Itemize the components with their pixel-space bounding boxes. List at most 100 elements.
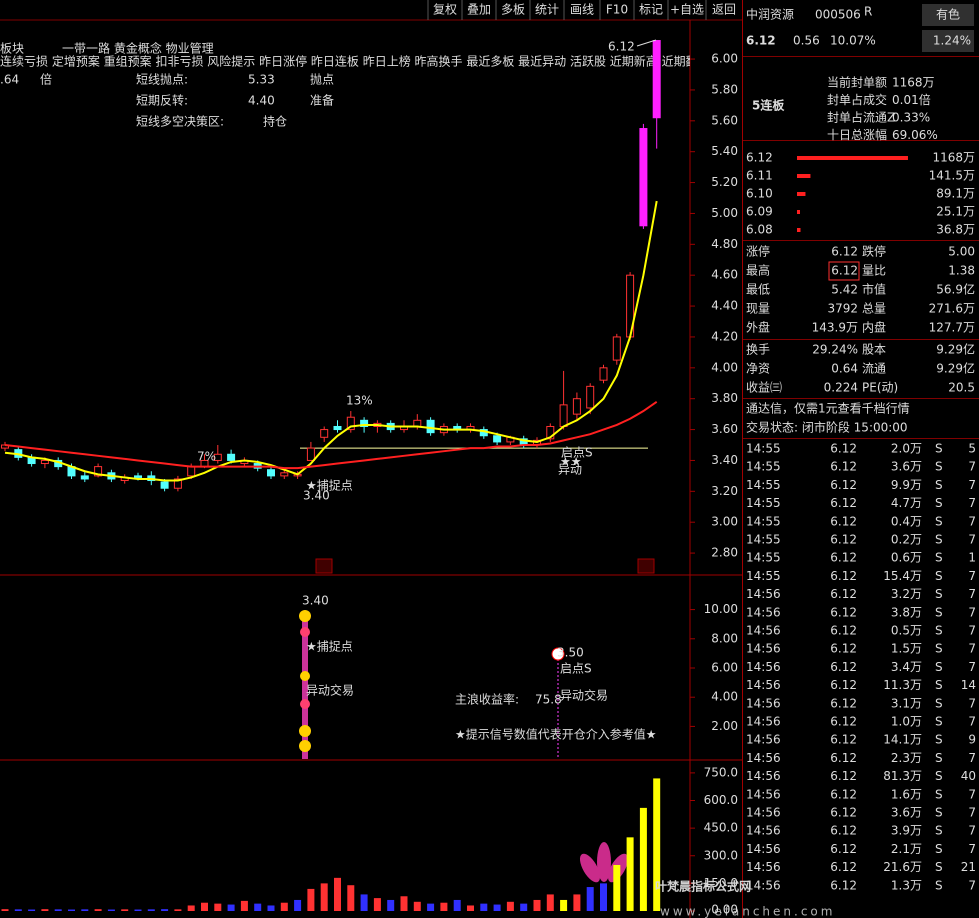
- icon: [300, 627, 310, 637]
- volume-bar: [107, 909, 115, 911]
- volume-bar: [187, 905, 195, 911]
- volume-bar: [280, 902, 288, 911]
- toolbar-button[interactable]: 多板: [501, 3, 525, 17]
- stat-label: 量比: [862, 264, 886, 278]
- y-tick-label: 5.80: [711, 82, 738, 96]
- stat-label: PE(动): [862, 381, 898, 395]
- trade-price: 6.12: [830, 769, 857, 783]
- toolbar-button[interactable]: 返回: [712, 3, 736, 17]
- stat-label: 最高: [746, 263, 770, 278]
- seal-label: 封单占流通Z: [827, 110, 895, 125]
- trade-count: 7: [968, 642, 976, 656]
- candle-body: [426, 419, 435, 434]
- volume-bar: [453, 899, 461, 911]
- y-tick-label: 600.0: [704, 793, 738, 807]
- trade-volume: 1.6万: [891, 787, 922, 801]
- candle-body: [40, 459, 49, 465]
- candle-body: [267, 469, 275, 477]
- candle-body: [227, 453, 236, 461]
- stat-value: 3792: [827, 302, 858, 316]
- toolbar-button[interactable]: 统计: [535, 3, 559, 17]
- signal-label: 短线多空决策区:: [136, 115, 224, 129]
- trade-volume: 0.6万: [891, 551, 922, 565]
- volume-bar: [653, 778, 661, 911]
- y-tick-label: 4.80: [711, 237, 738, 251]
- ratio: .64: [0, 73, 19, 87]
- trade-volume: 1.5万: [891, 642, 922, 656]
- book-volume: 25.1万: [936, 205, 975, 219]
- stat-value: 5.42: [831, 283, 858, 297]
- candle-body: [94, 466, 103, 477]
- trade-side: S: [935, 806, 943, 820]
- candle-body: [333, 425, 342, 431]
- candle-body: [213, 453, 222, 461]
- trade-count: 7: [968, 806, 976, 820]
- trade-volume: 15.4万: [883, 569, 922, 583]
- y-tick-label: 4.00: [711, 360, 738, 374]
- trade-side: S: [935, 605, 943, 619]
- candle-body: [586, 385, 595, 409]
- trade-price: 6.12: [830, 878, 857, 892]
- pct: 10.07%: [830, 34, 876, 48]
- volume-bar: [360, 894, 368, 911]
- y-tick-label: 0.00: [711, 903, 738, 917]
- concepts: 一带一路 黄金概念 物业管理: [62, 41, 214, 56]
- toolbar-button[interactable]: F10: [606, 3, 628, 17]
- stat-label: 涨停: [746, 244, 770, 259]
- y-tick-label: 4.20: [711, 329, 738, 343]
- toolbar-button[interactable]: 复权: [433, 3, 457, 17]
- volume-bar: [227, 904, 235, 911]
- y-tick-label: 750.0: [704, 765, 738, 779]
- candle-body: [306, 447, 315, 461]
- trade-price: 6.12: [830, 569, 857, 583]
- volume-bar: [600, 883, 607, 911]
- trade-side: S: [935, 587, 943, 601]
- y-tick-label: 5.40: [711, 144, 738, 158]
- candle-body: [187, 466, 196, 477]
- toolbar-button[interactable]: 叠加: [467, 3, 491, 17]
- trade-volume: 3.8万: [891, 605, 922, 619]
- volume-bar: [334, 877, 341, 911]
- trade-side: S: [935, 478, 943, 492]
- y-tick-label: 10.00: [704, 602, 738, 616]
- toolbar-button[interactable]: 画线: [570, 3, 594, 17]
- toolbar-button[interactable]: 标记: [639, 3, 663, 17]
- moving-average: [4, 400, 658, 470]
- toolbar-button[interactable]: +自选: [670, 3, 704, 17]
- seal-label: 十日总涨幅: [827, 127, 887, 142]
- stat-value: 0.64: [831, 362, 858, 376]
- trade-price: 6.12: [830, 514, 857, 528]
- volume-bar: [320, 883, 328, 911]
- trade-side: S: [935, 569, 943, 583]
- y-tick-label: 6.00: [711, 52, 738, 66]
- signal-value: 5.33: [248, 73, 275, 87]
- trade-volume: 3.1万: [891, 696, 922, 710]
- volume-bar: [520, 903, 528, 911]
- trade-side: S: [935, 460, 943, 474]
- volume-bar: [1, 909, 9, 911]
- book-price: 6.08: [746, 223, 773, 237]
- candle-body: [360, 419, 369, 427]
- volume-bar: [294, 899, 302, 911]
- stat-label: 股本: [862, 343, 886, 357]
- candle-body: [346, 416, 355, 431]
- trade-time: 14:56: [746, 733, 781, 747]
- trade-time: 14:56: [746, 624, 781, 638]
- flag: R: [864, 5, 872, 19]
- trade-time: 14:55: [746, 496, 781, 510]
- volume-bar: [267, 905, 275, 911]
- trade-time: 14:56: [746, 678, 781, 692]
- stock-code: 000506: [815, 8, 861, 22]
- volume-bar: [41, 909, 49, 911]
- trade-time: 14:56: [746, 860, 781, 874]
- candle-body: [493, 435, 502, 443]
- trade-count: 7: [968, 460, 976, 474]
- volume-bar: [121, 909, 129, 911]
- volume-bar: [613, 864, 621, 911]
- trade-side: S: [935, 624, 943, 638]
- volume-bar: [68, 909, 75, 911]
- icon: [551, 647, 565, 661]
- trade-price: 6.12: [830, 696, 857, 710]
